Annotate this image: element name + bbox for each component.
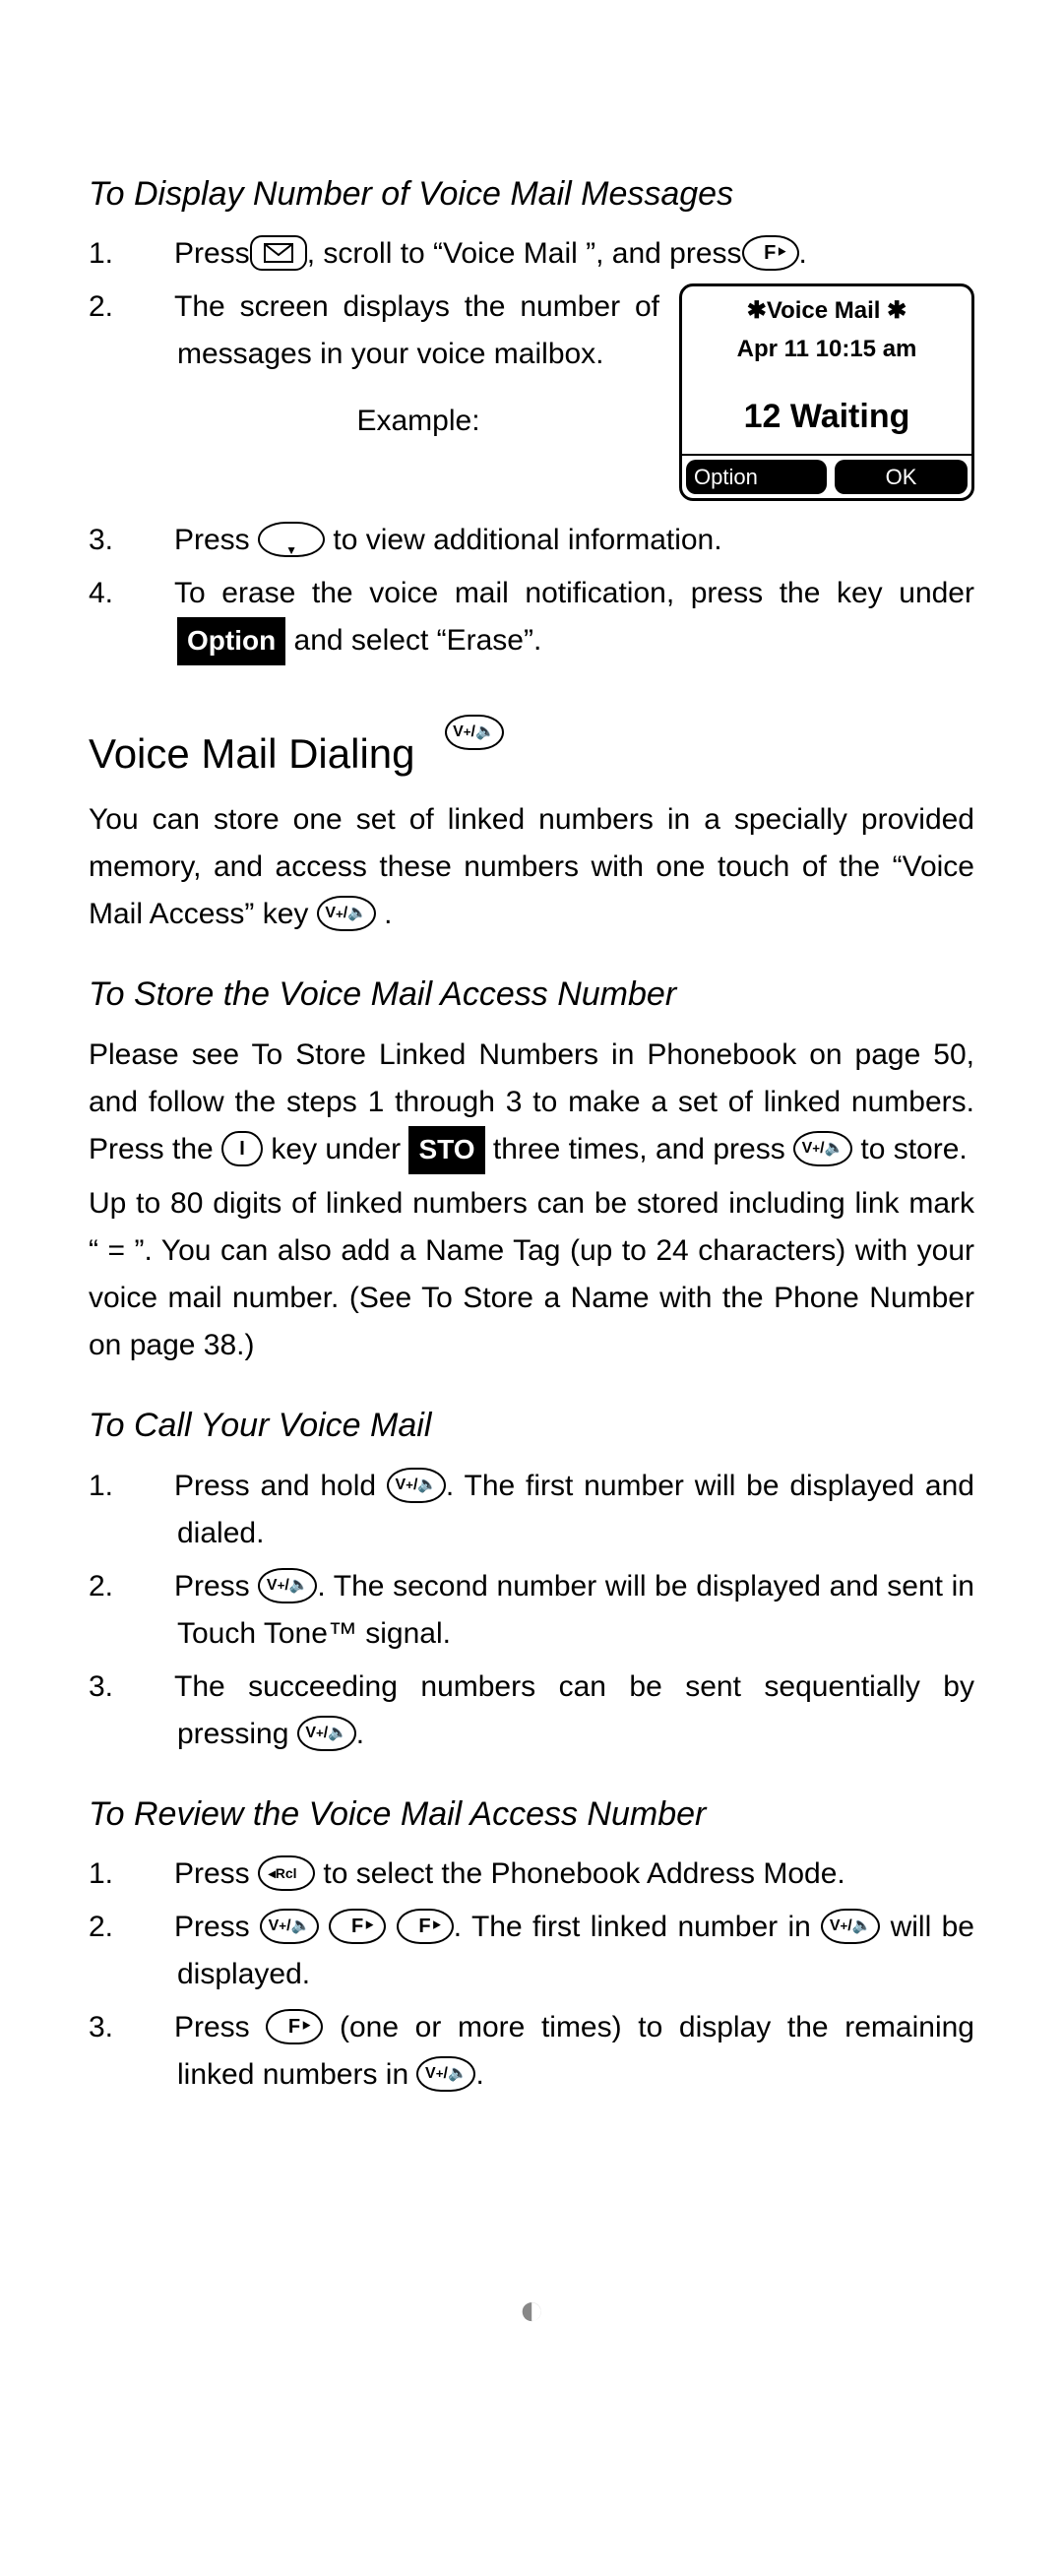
vplus-key-icon: V+/🔈: [821, 1909, 880, 1944]
f-key-icon: F‣: [742, 235, 799, 271]
list-call-voicemail: 1.Press and hold V+/🔈. The first number …: [177, 1463, 974, 1758]
vplus-key-icon: V+/🔈: [793, 1131, 852, 1166]
f-key-icon: F‣: [329, 1909, 386, 1944]
voicemail-dialing-body: You can store one set of linked numbers …: [89, 796, 974, 938]
heading-review-access: To Review the Voice Mail Access Number: [89, 1788, 974, 1841]
screen-ok-btn: OK: [835, 460, 968, 494]
screen-main: 12 Waiting: [682, 384, 971, 453]
call-step-1: 1.Press and hold V+/🔈. The first number …: [177, 1463, 974, 1557]
vplus-key-icon: V+/🔈: [387, 1468, 446, 1503]
f-key-icon: F‣: [266, 2009, 323, 2044]
rcl-key-icon: ◂Rcl: [258, 1855, 315, 1891]
heading-voicemail-dialing: Voice Mail Dialing: [89, 721, 415, 786]
list-review-access: 1.Press ◂Rcl to select the Phonebook Add…: [177, 1851, 974, 2099]
vplus-key-icon: V+/🔈: [297, 1716, 356, 1751]
down-key-icon: ▼: [258, 522, 325, 557]
call-step-3: 3.The succeeding numbers can be sent seq…: [177, 1664, 974, 1758]
screen-option-btn: Option: [686, 460, 827, 494]
example-label: Example:: [177, 398, 659, 445]
review-step-3: 3.Press F‣ (one or more times) to displa…: [177, 2004, 974, 2099]
store-para-1: Please see To Store Linked Numbers in Ph…: [89, 1032, 974, 1174]
screen-title: ✱Voice Mail ✱: [682, 286, 971, 330]
review-step-2: 2.Press V+/🔈 F‣ F‣. The first linked num…: [177, 1904, 974, 1998]
step-3: 3.Press ▼ to view additional information…: [177, 517, 974, 564]
call-step-2: 2.Press V+/🔈. The second number will be …: [177, 1563, 974, 1658]
i-key-icon: I: [221, 1131, 263, 1166]
sto-label: STO: [408, 1126, 484, 1174]
heading-call-voicemail: To Call Your Voice Mail: [89, 1399, 974, 1452]
screen-date: Apr 11 10:15 am: [682, 331, 971, 384]
vplus-key-icon: V+/🔈: [260, 1909, 319, 1944]
step-1: 1.Press, scroll to “Voice Mail ”, and pr…: [177, 230, 974, 278]
vplus-key-icon: V+/🔈: [258, 1568, 317, 1603]
store-para-2: Up to 80 digits of linked numbers can be…: [89, 1180, 974, 1369]
vplus-key-icon: V+/🔈: [416, 2056, 475, 2092]
envelope-key-icon: [250, 235, 307, 271]
list-display-voicemail: 1.Press, scroll to “Voice Mail ”, and pr…: [177, 230, 974, 665]
review-step-1: 1.Press ◂Rcl to select the Phonebook Add…: [177, 1851, 974, 1898]
page-footer-icon: ◐: [89, 2276, 974, 2345]
vplus-key-icon: V+/🔈: [445, 715, 504, 750]
heading-display-voicemail: To Display Number of Voice Mail Messages: [89, 167, 974, 220]
f-key-icon: F‣: [397, 1909, 454, 1944]
step-4: 4.To erase the voice mail notification, …: [177, 570, 974, 665]
option-label: Option: [177, 617, 285, 665]
step-2: ✱Voice Mail ✱ Apr 11 10:15 am 12 Waiting…: [177, 283, 974, 510]
vplus-key-icon: V+/🔈: [317, 896, 376, 931]
heading-store-access: To Store the Voice Mail Access Number: [89, 968, 974, 1021]
phone-screen-example: ✱Voice Mail ✱ Apr 11 10:15 am 12 Waiting…: [679, 283, 974, 500]
